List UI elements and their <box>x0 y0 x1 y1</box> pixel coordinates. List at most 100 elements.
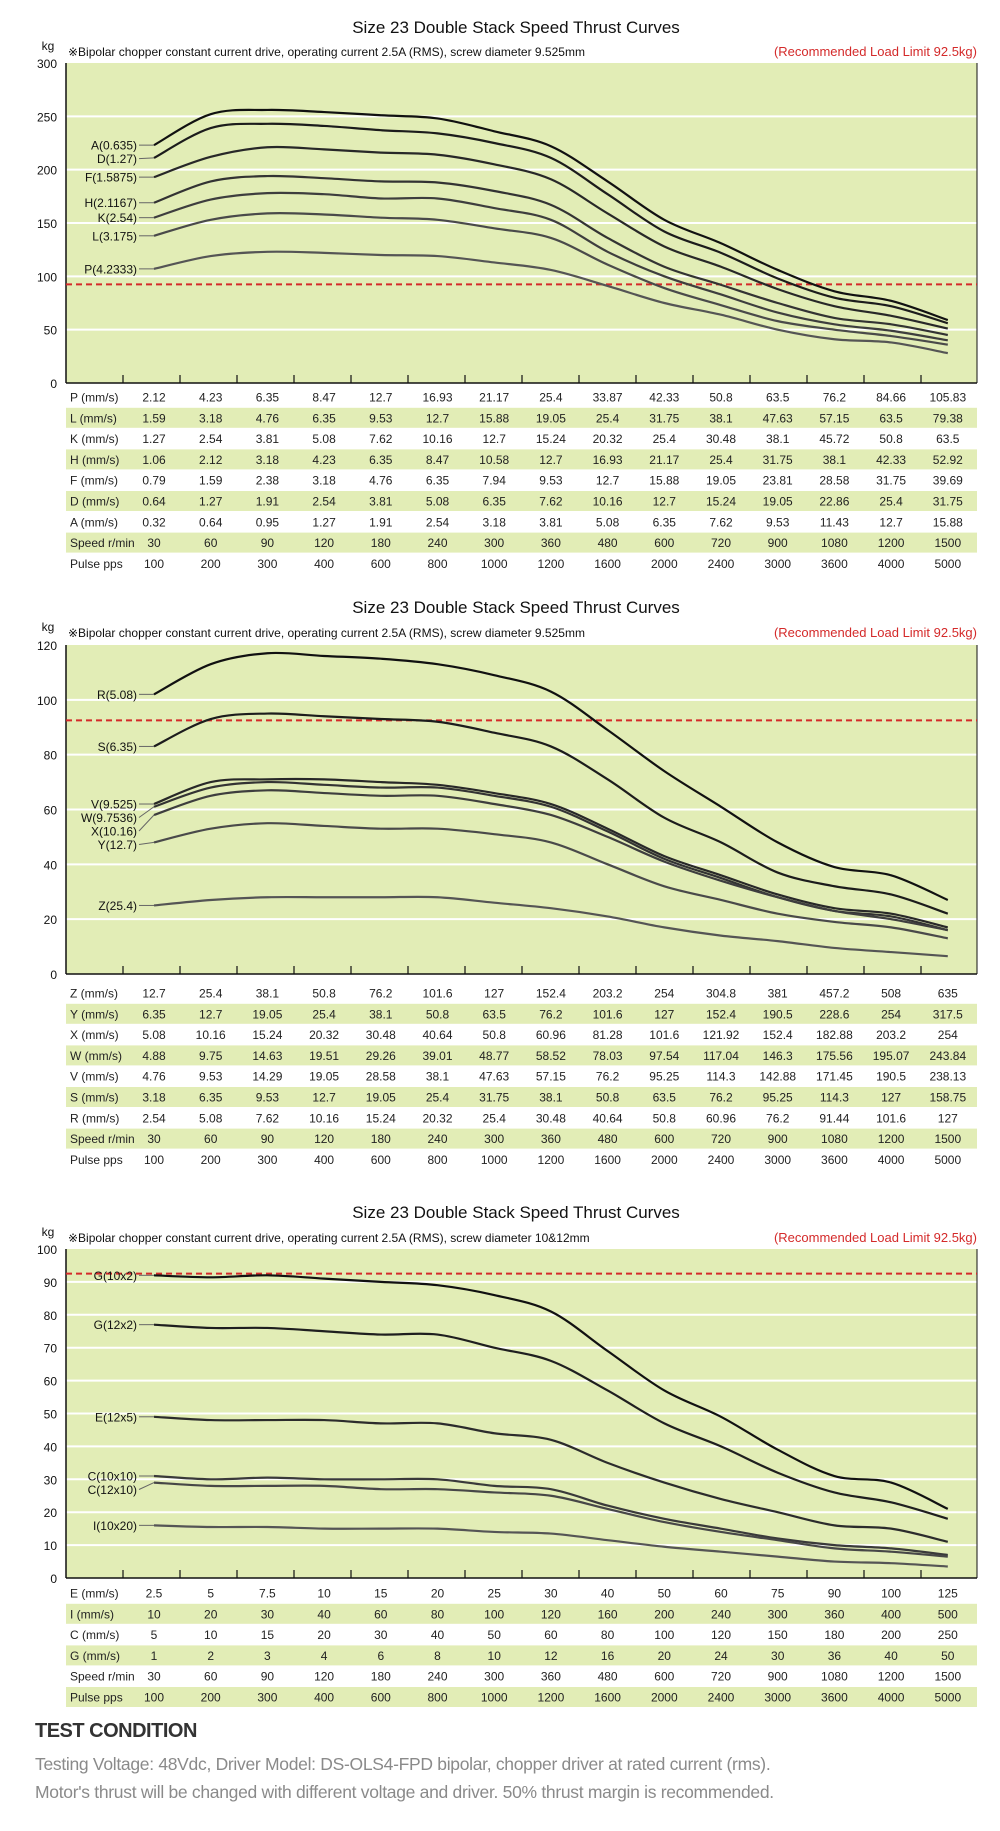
speed-table: E (mm/s) 2.5 5 7.5 10 15 20 25 30 40 50 60 75 90 100 12… <box>66 1587 977 1707</box>
table-cell: 19.05 <box>536 411 566 425</box>
table-cell: 10 <box>204 1628 218 1642</box>
table-cell: 21.17 <box>649 453 679 467</box>
table-cell: 4.88 <box>142 1049 166 1063</box>
table-cell: 3.18 <box>142 1091 166 1105</box>
table-cell: 30 <box>771 1649 785 1663</box>
load-limit-label: (Recommended Load Limit 92.5kg) <box>774 44 977 59</box>
series-label: P(4.2333) <box>84 262 137 276</box>
table-cell: 508 <box>881 987 901 1001</box>
table-cell: 100 <box>484 1607 504 1621</box>
table-cell: 3.18 <box>483 515 507 529</box>
table-cell: 121.92 <box>703 1028 740 1042</box>
table-cell: 7.94 <box>483 474 507 488</box>
test-condition-line-2: Motor's thrust will be changed with diff… <box>35 1782 774 1802</box>
y-tick-label: 50 <box>44 1408 58 1422</box>
table-cell: 20 <box>317 1628 331 1642</box>
table-cell: 63.5 <box>766 391 790 405</box>
row-stripe <box>66 1645 977 1666</box>
table-cell: 127 <box>484 987 504 1001</box>
table-cell: 1200 <box>538 1691 565 1705</box>
table-cell: 180 <box>371 1132 391 1146</box>
y-tick-label: 150 <box>37 217 57 231</box>
series-label: F(1.5875) <box>85 171 137 185</box>
table-cell: 1600 <box>594 557 621 571</box>
table-cell: 16 <box>601 1649 615 1663</box>
y-tick-label: 10 <box>44 1539 58 1553</box>
table-cell: 180 <box>824 1628 844 1642</box>
table-cell: 6.35 <box>369 453 393 467</box>
table-row: Speed r/min 30 60 90 120 180 240 300 360 480 600 72… <box>66 1128 977 1149</box>
table-cell: 80 <box>601 1628 615 1642</box>
table-cell: 25.4 <box>483 1111 507 1125</box>
chart-subtitle: ※Bipolar chopper constant current drive,… <box>68 45 585 59</box>
row-stripe <box>66 1128 977 1149</box>
table-cell: 1.91 <box>369 515 393 529</box>
table-cell: 16.93 <box>422 391 452 405</box>
table-cell: 30 <box>544 1587 558 1601</box>
table-cell: 48.77 <box>479 1049 509 1063</box>
table-cell: 79.38 <box>933 411 963 425</box>
table-cell: 3.81 <box>369 495 393 509</box>
table-cell: 400 <box>881 1607 901 1621</box>
row-stripe <box>66 491 977 511</box>
y-tick-label: 0 <box>50 1572 57 1586</box>
table-cell: 75 <box>771 1587 785 1601</box>
table-cell: 360 <box>824 1607 844 1621</box>
table-cell: 6.35 <box>142 1007 166 1021</box>
table-cell: 31.75 <box>763 453 793 467</box>
table-cell: 15 <box>261 1628 275 1642</box>
series-line <box>153 895 948 958</box>
table-row: Pulse pps 100 200 300 400 600 800 1000 1200 1600 2… <box>70 557 961 571</box>
table-cell: 3.18 <box>199 411 223 425</box>
table-cell: 7.5 <box>259 1587 276 1601</box>
table-cell: 63.5 <box>879 411 903 425</box>
table-cell: 10.16 <box>196 1028 226 1042</box>
table-cell: 5.08 <box>596 515 620 529</box>
row-stripe <box>66 1087 977 1107</box>
table-cell: 15.24 <box>536 432 566 446</box>
table-cell: 190.5 <box>876 1070 906 1084</box>
table-cell: 58.52 <box>536 1049 566 1063</box>
table-cell: 40 <box>884 1649 898 1663</box>
chart-1: Size 23 Double Stack Speed Thrust Curves… <box>37 18 978 571</box>
table-cell: 15.24 <box>366 1111 396 1125</box>
table-cell: 500 <box>938 1607 958 1621</box>
table-cell: 6.35 <box>483 495 507 509</box>
series-line <box>153 211 948 346</box>
table-cell: 228.6 <box>819 1007 849 1021</box>
table-cell: 30 <box>374 1628 388 1642</box>
table-cell: 2.12 <box>199 453 223 467</box>
table-cell: 36 <box>828 1649 842 1663</box>
table-cell: 300 <box>257 1153 277 1167</box>
table-cell: 4 <box>321 1649 328 1663</box>
table-cell: 101.6 <box>876 1111 906 1125</box>
table-cell: 152.4 <box>536 987 566 1001</box>
table-cell: 142.88 <box>759 1070 796 1084</box>
table-cell: 7.62 <box>539 495 563 509</box>
test-condition-line-1: Testing Voltage: 48Vdc, Driver Model: DS… <box>35 1754 771 1774</box>
y-tick-label: 50 <box>44 324 58 338</box>
table-cell: 63.5 <box>936 432 960 446</box>
table-cell: 152.4 <box>763 1028 793 1042</box>
table-cell: 10.58 <box>479 453 509 467</box>
table-cell: 160 <box>598 1607 618 1621</box>
table-cell: 6.35 <box>199 1091 223 1105</box>
table-cell: 19.51 <box>309 1049 339 1063</box>
table-cell: 360 <box>541 1132 561 1146</box>
table-cell: 30 <box>147 1132 161 1146</box>
table-cell: 12 <box>544 1649 558 1663</box>
series-label: E(12x5) <box>95 1410 137 1424</box>
table-cell: 8.47 <box>312 391 336 405</box>
table-cell: 3.81 <box>539 515 563 529</box>
table-row: Speed r/min 30 60 90 120 180 240 300 360 480 600 72… <box>70 1670 961 1684</box>
series-line <box>153 712 949 915</box>
table-cell: 5.08 <box>426 495 450 509</box>
series-line <box>153 777 949 929</box>
table-cell: 1.91 <box>256 495 280 509</box>
table-cell: 180 <box>371 536 391 550</box>
y-tick-label: 200 <box>37 164 57 178</box>
series-label: K(2.54) <box>98 211 137 225</box>
table-cell: 60.96 <box>706 1111 736 1125</box>
table-cell: 25.4 <box>426 1091 450 1105</box>
table-cell: 2400 <box>708 1691 735 1705</box>
